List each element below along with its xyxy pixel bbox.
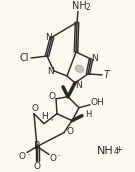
Text: ⁻: ⁻	[26, 151, 30, 160]
Text: .,: .,	[48, 113, 54, 122]
Text: H: H	[42, 112, 48, 121]
Text: P: P	[34, 142, 40, 152]
Text: O: O	[48, 92, 55, 101]
Text: N: N	[47, 67, 53, 76]
Text: H: H	[85, 110, 91, 119]
Text: +: +	[116, 145, 122, 154]
Text: N: N	[75, 81, 81, 90]
Text: OH: OH	[90, 98, 104, 107]
Text: N: N	[45, 33, 51, 42]
Text: Cl: Cl	[19, 53, 29, 63]
Text: N: N	[92, 53, 98, 63]
Text: O: O	[50, 154, 57, 163]
Text: T: T	[104, 70, 110, 80]
Text: O: O	[31, 104, 38, 113]
Text: 4: 4	[113, 147, 119, 156]
Text: NH: NH	[97, 147, 113, 157]
Text: O: O	[67, 127, 73, 136]
Text: 2: 2	[86, 3, 90, 12]
Text: NH: NH	[72, 1, 86, 11]
Text: ⁻: ⁻	[56, 154, 60, 160]
Text: O: O	[18, 152, 26, 161]
Text: O: O	[33, 162, 40, 171]
Ellipse shape	[75, 65, 84, 72]
